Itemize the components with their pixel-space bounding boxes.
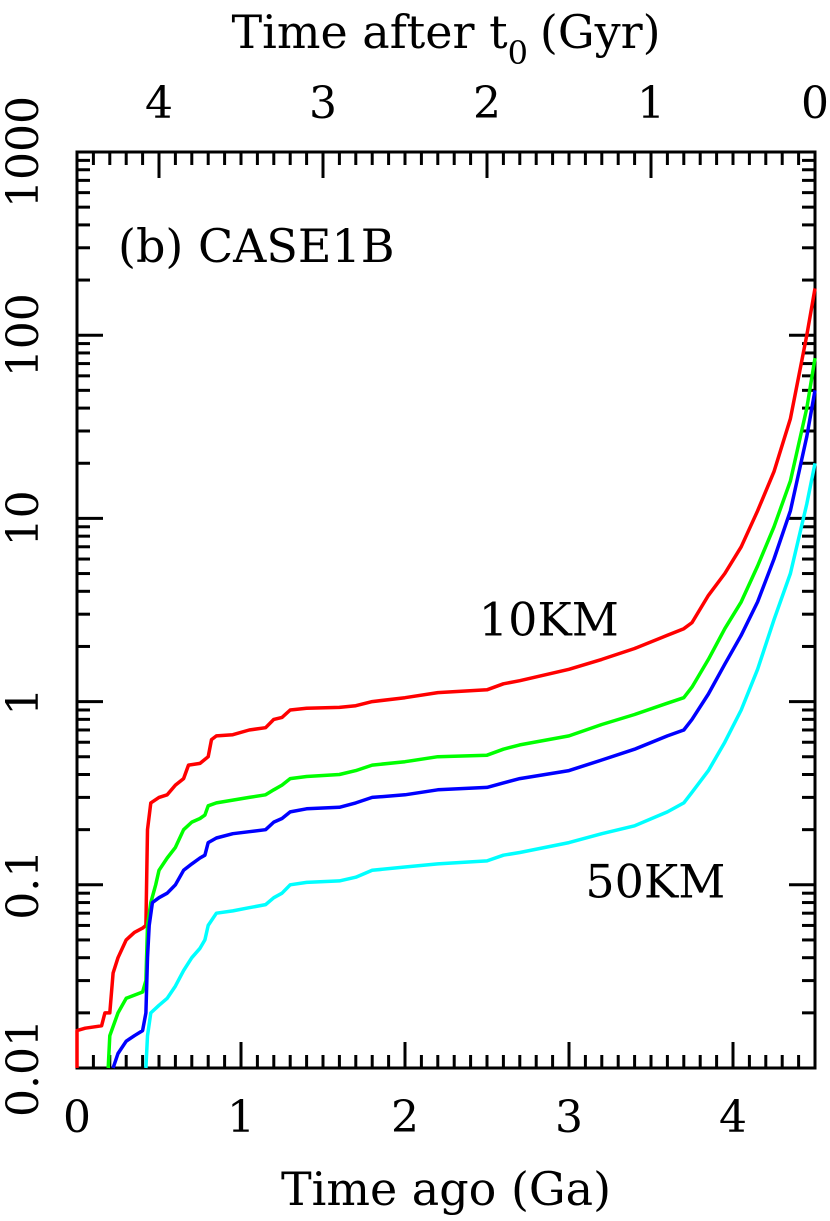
top-x-axis-label: Time after t0 (Gyr) — [231, 5, 660, 72]
x-tick-label: 2 — [391, 1092, 419, 1143]
x-axis-label: Time ago (Ga) — [281, 1162, 611, 1216]
annotation-10km: 10KM — [479, 592, 619, 646]
x-tick-label: 4 — [719, 1092, 747, 1143]
top-x-tick-label: 1 — [637, 78, 665, 129]
plot-frame — [75, 150, 817, 1070]
y-tick-label: 0.01 — [0, 1019, 49, 1117]
top-x-tick-label: 0 — [801, 78, 829, 129]
top-x-axis-label-main: Time after t — [231, 5, 508, 59]
y-tick-label: 10 — [0, 490, 49, 546]
top-x-tick-label: 3 — [309, 78, 337, 129]
panel-label: (b) CASE1B — [118, 219, 395, 273]
series-layer — [75, 288, 817, 1069]
y-tick-label: 100 — [0, 293, 49, 377]
top-x-tick-label: 2 — [473, 78, 501, 129]
series-line-1 — [75, 288, 817, 1068]
top-x-axis-label-subscript: 0 — [508, 34, 528, 72]
y-tick-label: 1000 — [0, 96, 49, 208]
series-line-3 — [111, 389, 817, 1069]
x-tick-label: 3 — [555, 1092, 583, 1143]
x-tick-label: 1 — [227, 1092, 255, 1143]
annotation-50km: 50KM — [585, 855, 725, 909]
y-tick-label: 0.1 — [0, 850, 49, 920]
top-x-tick-label: 4 — [145, 78, 173, 129]
axis-ticks — [75, 150, 817, 1070]
top-x-axis-label-unit: (Gyr) — [540, 5, 661, 59]
series-line-4 — [144, 462, 817, 1069]
y-tick-label: 1 — [0, 688, 49, 716]
series-line-2 — [106, 357, 817, 1069]
x-tick-label: 0 — [63, 1092, 91, 1143]
